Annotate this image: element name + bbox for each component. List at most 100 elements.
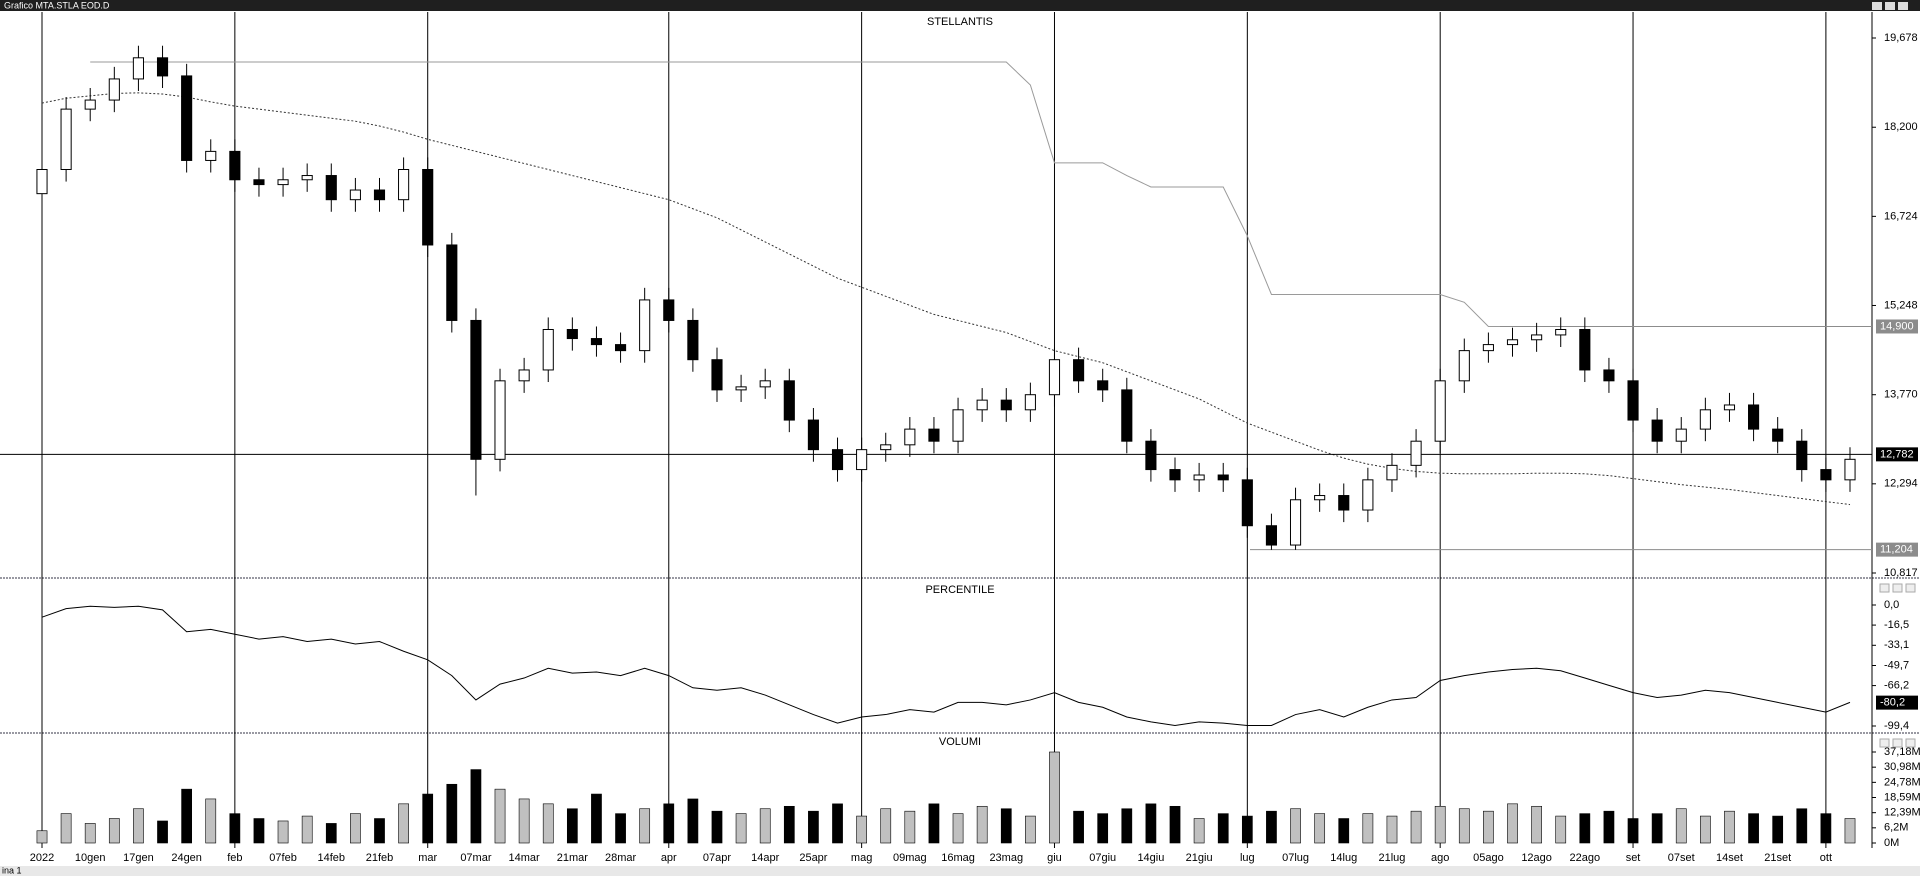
volume-bar [1748, 813, 1759, 844]
volume-bar [1844, 818, 1856, 844]
y-tick-label: 12,39M [1884, 807, 1920, 819]
x-tick-label: 05ago [1473, 852, 1504, 864]
maximize-button[interactable] [1885, 2, 1895, 10]
volume-bar [301, 815, 313, 844]
minimize-button[interactable] [1872, 2, 1882, 10]
candle-body [1531, 334, 1543, 341]
candle-body [1820, 469, 1832, 481]
candle-body [1024, 394, 1036, 411]
percentile-line [41, 605, 1851, 727]
volume-bar [1362, 813, 1374, 844]
candle-body [1434, 380, 1446, 442]
y-tick-label: 30,98M [1884, 761, 1920, 773]
candle-body [132, 57, 144, 80]
panel-button[interactable] [1905, 738, 1916, 748]
volume-bar [205, 798, 217, 844]
volume-bar [856, 815, 867, 844]
panel-button[interactable] [1879, 738, 1890, 748]
price-marker-label: -80,2 [1880, 697, 1905, 709]
volume-bar [759, 808, 771, 844]
volume-bar [1675, 808, 1687, 844]
x-tick-label: mar [418, 852, 437, 864]
candle-body [1048, 359, 1061, 396]
x-tick-label: 21feb [366, 852, 394, 864]
volume-bar [518, 798, 530, 844]
candle-body [663, 299, 675, 321]
candle-body [952, 409, 964, 442]
candle-body [205, 150, 217, 161]
volume-bar [84, 823, 96, 844]
y-tick-label: 24,78M [1884, 776, 1920, 788]
volume-bar [976, 805, 988, 844]
candle-body [976, 399, 988, 411]
panel-buttons[interactable] [1879, 583, 1916, 748]
volume-bar [36, 830, 48, 844]
x-tick-label: 22ago [1570, 852, 1601, 864]
panel-button[interactable] [1879, 583, 1890, 593]
close-button[interactable] [1898, 2, 1908, 10]
x-tick-label: 14lug [1330, 852, 1357, 864]
volume-bar [1217, 813, 1229, 844]
volume-bar [832, 803, 843, 844]
x-tick-label: lug [1240, 852, 1255, 864]
candle-body [398, 169, 410, 201]
candle-body [494, 380, 506, 460]
volume-bar [615, 813, 626, 844]
candle-body [1362, 479, 1374, 511]
y-tick-label: -66,2 [1884, 679, 1909, 691]
panel-button[interactable] [1892, 738, 1903, 748]
candle-body [1603, 369, 1615, 382]
candle-body [566, 328, 578, 340]
volume-bar [1555, 815, 1567, 844]
candle-body [1193, 474, 1205, 481]
x-tick-label: 07giu [1089, 852, 1116, 864]
window-title: Grafico MTA.STLA EOD.D [4, 0, 110, 10]
volume-bar [1724, 810, 1735, 844]
volume-bar [808, 810, 819, 844]
volume-bar [1483, 810, 1494, 844]
candle-body [60, 108, 72, 171]
candle-body [1145, 440, 1157, 471]
y-tick-label: 16,724 [1884, 210, 1918, 222]
price-marker [1876, 542, 1918, 557]
x-tick-label: set [1626, 852, 1641, 864]
volume-bar [253, 818, 265, 844]
candle-body [1506, 339, 1519, 346]
price-marker-label: 12,782 [1880, 448, 1914, 460]
candle-body [422, 169, 434, 246]
y-tick-label: 15,248 [1884, 299, 1918, 311]
panel-button[interactable] [1892, 583, 1903, 593]
candle-body [36, 169, 48, 195]
candle-body [108, 78, 120, 101]
y-tick-label: 10,817 [1884, 567, 1918, 579]
candle-body [1796, 440, 1808, 471]
volume-bar [783, 805, 795, 844]
volume-bar [1169, 805, 1181, 844]
candle-body [156, 57, 169, 77]
title-bar [0, 0, 1920, 11]
volume-bar [1193, 818, 1205, 844]
candle-body [301, 175, 313, 181]
volume-bar [108, 818, 120, 844]
tab-label[interactable]: ina 1 [2, 865, 22, 875]
candle-body [1482, 344, 1494, 352]
window-buttons[interactable] [1872, 2, 1908, 10]
candle-body [735, 386, 747, 391]
candle-body [1097, 380, 1109, 391]
candle-body [904, 428, 916, 446]
x-tick-label: mag [851, 852, 872, 864]
volume-bar [1603, 810, 1615, 844]
candle-body [1241, 479, 1253, 527]
candle-body [1289, 499, 1302, 546]
volume-bar [639, 808, 651, 844]
candle-body [1121, 389, 1133, 442]
volume-bar [1049, 751, 1060, 844]
candle-body [470, 319, 482, 460]
volume-bar [133, 808, 144, 844]
candle-body [1627, 380, 1639, 421]
tab-strip [0, 866, 1920, 876]
panel-button[interactable] [1905, 583, 1916, 593]
y-tick-label: -99,4 [1884, 720, 1909, 732]
volume-bar [470, 769, 482, 844]
